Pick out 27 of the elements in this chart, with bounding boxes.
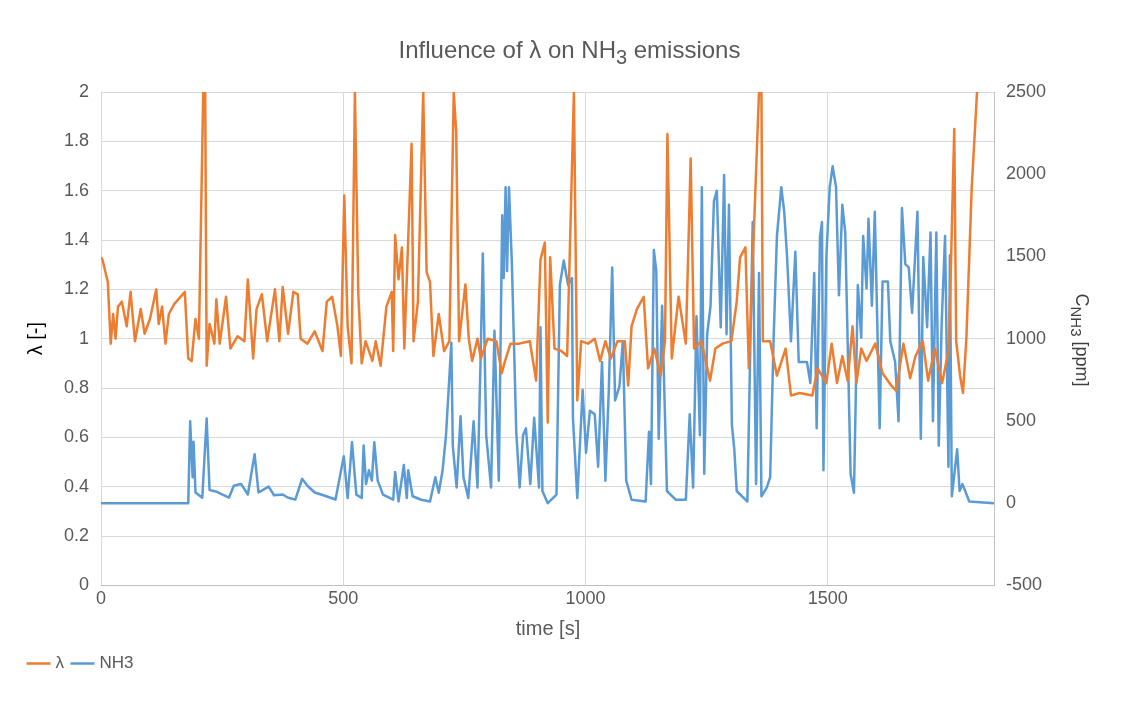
x-axis-title: time [s]: [515, 616, 581, 639]
y-axis-title: λ [-]: [23, 322, 46, 356]
y-tick-label: 0.8: [63, 377, 90, 398]
y-tick-label: 0.6: [63, 426, 90, 447]
y-tick-label: 0.4: [63, 475, 90, 496]
y-tick-label: 0.2: [63, 525, 90, 546]
x-tick-label: 1500: [807, 588, 848, 609]
y-tick-label: 2: [79, 80, 90, 101]
y2-tick-label: -500: [1005, 574, 1042, 595]
y2-tick-label: 500: [1005, 409, 1036, 430]
x-tick-label: 0: [96, 588, 107, 609]
y-tick-label: 1: [79, 327, 90, 348]
y-tick-label: 1.6: [63, 179, 90, 200]
y2-tick-label: 2000: [1005, 163, 1046, 184]
y2-tick-label: 0: [1005, 492, 1016, 513]
legend-label: NH3: [99, 653, 134, 673]
chart-title: Influence of λ on NH$_{3}$ emissions: [397, 36, 742, 69]
y2-tick-label: 2500: [1005, 80, 1046, 101]
legend-label: λ: [55, 653, 65, 673]
y-tick-label: 1.8: [63, 130, 90, 151]
x-tick-label: 1000: [565, 588, 606, 609]
x-tick-label: 500: [328, 588, 359, 609]
y2-tick-label: 1500: [1005, 245, 1046, 266]
y-tick-label: 1.2: [63, 278, 90, 299]
y-tick-label: 1.4: [63, 228, 90, 249]
y-tick-label: 0: [79, 574, 90, 595]
y2-tick-label: 1000: [1005, 327, 1046, 348]
